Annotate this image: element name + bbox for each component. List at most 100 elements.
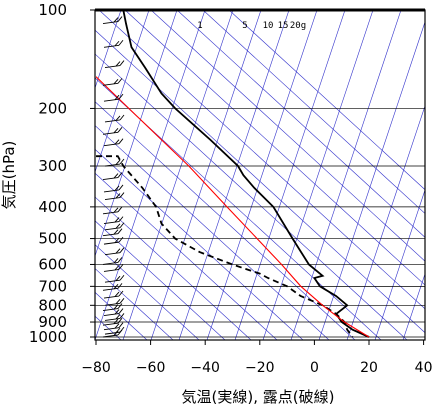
wind-barb-flag: [118, 264, 124, 270]
wind-barb-shaft: [104, 119, 121, 123]
wind-barb-shaft: [104, 331, 121, 335]
wind-barb-shaft: [104, 65, 121, 69]
wind-barb-shaft: [102, 82, 119, 86]
wind-barb: [103, 93, 124, 102]
wind-barb-flag: [114, 217, 120, 223]
wind-barb: [102, 228, 123, 237]
parcel-line: [95, 76, 370, 338]
adiabat-line: [95, 125, 330, 340]
wind-barb: [104, 114, 125, 123]
wind-barb: [102, 78, 123, 86]
wind-barb-shaft: [104, 318, 121, 321]
wind-barb-flag: [113, 79, 119, 85]
mixing-ratio-line: [95, 10, 150, 173]
wind-barb-flag: [113, 284, 119, 290]
wind-barb: [103, 264, 124, 272]
wind-barb-flag: [114, 94, 120, 100]
wind-barb-flag: [117, 329, 123, 336]
y-tick-label: 1000: [29, 328, 67, 346]
mixing-ratio-label: 20g: [290, 21, 306, 31]
wind-barb-shaft: [103, 313, 120, 317]
adiabat-line: [98, 10, 425, 310]
wind-barb-flag: [114, 185, 120, 191]
wind-barb-shaft: [102, 334, 119, 338]
wind-barb-flag: [114, 265, 120, 271]
y-tick-label: 800: [38, 296, 67, 314]
x-tick-label: −20: [245, 360, 275, 376]
adiabat-line: [95, 291, 148, 340]
plot-frame: [94, 9, 426, 341]
adiabat-line: [95, 172, 278, 340]
x-tick-label: 40: [415, 360, 433, 376]
wind-barb-flag: [115, 115, 121, 121]
wind-barb-flag: [119, 247, 125, 253]
wind-barb: [102, 127, 123, 135]
wind-barb: [104, 222, 125, 231]
wind-barb: [103, 308, 124, 317]
wind-barb-flag: [119, 274, 125, 281]
wind-barb-flag: [119, 158, 125, 165]
wind-barb: [102, 329, 123, 338]
wind-barb-flag: [115, 159, 121, 165]
adiabat-line: [176, 10, 425, 238]
wind-barb: [103, 290, 124, 299]
wind-barb-flag: [115, 248, 121, 254]
adiabat-line: [95, 220, 226, 340]
mixing-ratio-line: [178, 10, 290, 340]
wind-barb-shaft: [104, 302, 121, 306]
wind-barb-shaft: [104, 227, 121, 231]
wind-barb-flag: [119, 313, 125, 319]
wind-barb-flag: [119, 222, 125, 229]
wind-barb-flag: [117, 257, 123, 263]
adiabat-line: [95, 268, 174, 340]
profile-series: [95, 10, 370, 338]
x-tick-label: −80: [81, 360, 111, 376]
wind-barb-shaft: [102, 308, 119, 311]
isobar-grid: [95, 10, 425, 338]
mixing-ratio-labels: 1 5 10 15 20g: [197, 21, 306, 31]
wind-barb-flag: [117, 317, 123, 324]
wind-barb-shaft: [103, 44, 120, 48]
wind-barb-shaft: [103, 268, 120, 272]
mixing-ratio-line: [290, 10, 402, 340]
mixing-ratio-line: [95, 10, 206, 340]
wind-barb-flag: [115, 61, 121, 67]
adiabat-line: [95, 196, 252, 340]
y-tick-label: 300: [38, 157, 67, 175]
wind-barb-shaft: [102, 211, 119, 215]
mixing-ratio-line: [262, 10, 374, 340]
adiabat-line: [95, 53, 408, 340]
wind-barb-shaft: [102, 322, 119, 326]
wind-barb: [102, 303, 123, 311]
mixing-ratio-label: 5: [242, 21, 247, 31]
temperature-line: [122, 10, 370, 338]
adiabat-line: [228, 10, 425, 191]
wind-barb: [103, 184, 124, 193]
wind-barb-shaft: [103, 221, 120, 225]
adiabat-line: [150, 10, 425, 262]
wind-barb: [102, 172, 123, 181]
wind-barb-flag: [115, 314, 121, 320]
wind-barb-shaft: [103, 143, 120, 147]
wind-barbs: [102, 16, 125, 338]
adiabat-line: [95, 77, 382, 340]
wind-barb-shaft: [102, 233, 119, 237]
wind-barb-shaft: [104, 197, 121, 201]
wind-barb-shaft: [104, 252, 121, 256]
mixing-ratio-line: [150, 10, 262, 340]
wind-barb-flag: [115, 299, 121, 305]
wind-barb-flag: [117, 206, 123, 213]
adiabat-line: [202, 10, 425, 214]
wind-barb-flag: [114, 291, 120, 297]
wind-barb: [104, 192, 125, 201]
wind-barb-flag: [118, 322, 124, 328]
wind-barb-flag: [114, 323, 120, 329]
wind-barb: [104, 158, 125, 167]
wind-barb-flag: [117, 303, 123, 309]
wind-barb-shaft: [102, 262, 119, 265]
x-axis-title: 気温(実線), 露点(破線): [182, 388, 335, 406]
background-adiabat-lines: [95, 10, 425, 340]
wind-barb-flag: [117, 16, 123, 22]
wind-barb-flag: [118, 216, 124, 222]
